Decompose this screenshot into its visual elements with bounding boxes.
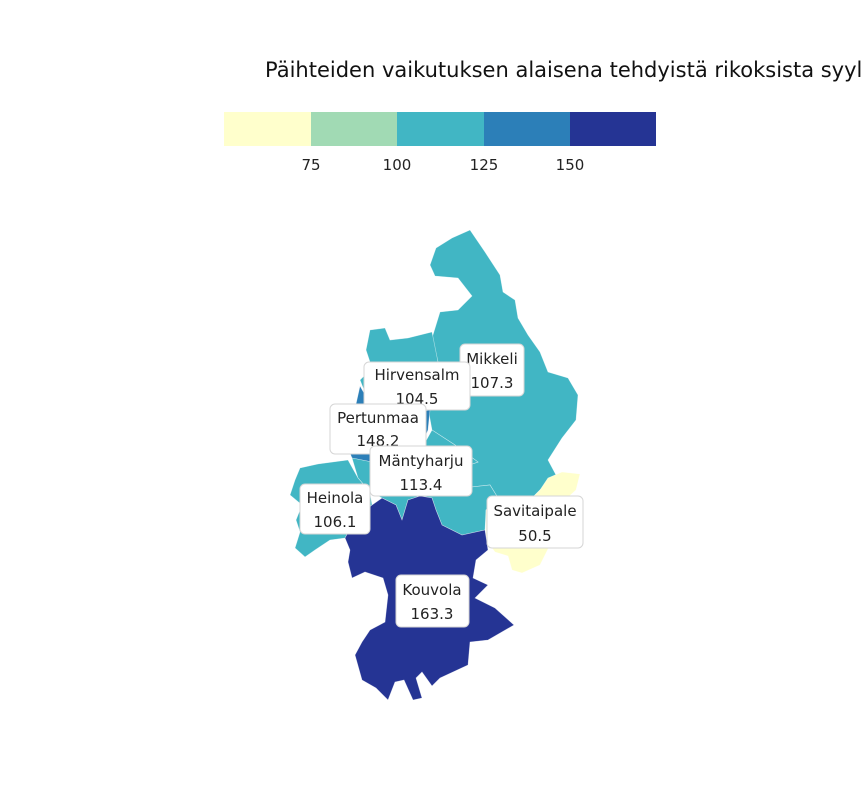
color-legend: 75 100 125 150 — [224, 112, 656, 174]
label-kouvola[interactable]: Kouvola 163.3 — [395, 574, 470, 628]
label-box — [299, 483, 371, 535]
label-pertunmaa[interactable]: Pertunmaa 148.2 — [329, 403, 427, 455]
legend-swatch-3 — [397, 112, 484, 146]
label-value: 107.3 — [471, 374, 514, 392]
legend-swatch-1 — [224, 112, 311, 146]
label-value: 163.3 — [411, 605, 454, 623]
region-labels: Mikkeli 107.3 Hirvensalm 104.5 Pertunmaa… — [299, 343, 584, 628]
label-value: 106.1 — [314, 513, 357, 531]
label-name: Mikkeli — [466, 350, 518, 368]
legend-swatch-4 — [484, 112, 570, 146]
label-value: 50.5 — [518, 527, 551, 545]
label-box — [395, 574, 470, 628]
label-mantyharju[interactable]: Mäntyharju 113.4 — [369, 445, 473, 497]
label-heinola[interactable]: Heinola 106.1 — [299, 483, 371, 535]
label-savitaipale[interactable]: Savitaipale 50.5 — [486, 495, 584, 549]
label-name: Pertunmaa — [337, 409, 419, 427]
legend-break-125: 125 — [470, 156, 499, 174]
label-name: Mäntyharju — [379, 452, 464, 470]
legend-break-150: 150 — [556, 156, 585, 174]
label-hirvensalmi[interactable]: Hirvensalm 104.5 — [363, 361, 471, 411]
label-box — [369, 445, 473, 497]
map-title: Päihteiden vaikutuksen alaisena tehdyist… — [265, 58, 864, 82]
legend-break-75: 75 — [301, 156, 320, 174]
legend-break-100: 100 — [383, 156, 412, 174]
label-name: Hirvensalm — [374, 366, 459, 384]
label-value: 113.4 — [400, 476, 443, 494]
label-name: Heinola — [307, 489, 364, 507]
legend-swatch-2 — [311, 112, 397, 146]
label-box — [486, 495, 584, 549]
label-name: Kouvola — [402, 581, 461, 599]
label-name: Savitaipale — [493, 502, 576, 520]
legend-swatch-5 — [570, 112, 656, 146]
